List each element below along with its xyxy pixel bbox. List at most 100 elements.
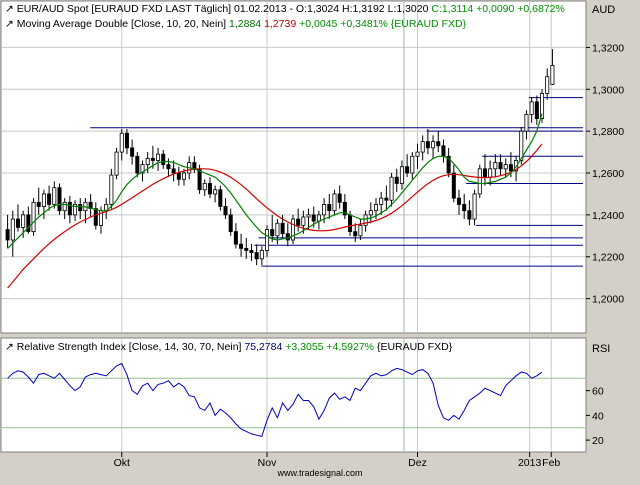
- candle-body: [462, 204, 467, 212]
- time-tick-label: 2013: [518, 457, 542, 469]
- rsi-tick-label: 40: [592, 410, 604, 422]
- candle-body: [223, 206, 228, 216]
- candle-body: [15, 218, 20, 228]
- candle-body: [389, 176, 394, 201]
- candle-body: [550, 65, 555, 85]
- candle-body: [119, 132, 124, 153]
- candle-body: [67, 201, 72, 216]
- svg-text:↗ Relative Strength In: ↗ Relative Strength Index [Close, 14, 30…: [5, 341, 453, 353]
- candle-body: [457, 197, 462, 205]
- candle-body: [363, 214, 368, 226]
- candle-body: [171, 168, 176, 174]
- candle-body: [415, 151, 420, 157]
- price-tick-label: 1,2800: [592, 126, 624, 138]
- candle-body: [399, 166, 404, 184]
- rsi-layer: [2, 362, 585, 437]
- candle-body: [327, 204, 332, 212]
- candle-body: [280, 222, 285, 235]
- time-tick-label: Nov: [258, 457, 277, 469]
- candle-body: [420, 141, 425, 153]
- price-tick-label: 1,3000: [592, 84, 624, 96]
- candle-body: [182, 172, 187, 180]
- candle-body: [259, 250, 264, 260]
- time-tick-label: Dez: [408, 457, 427, 469]
- ma10-line: [7, 113, 543, 249]
- candle-body: [306, 214, 311, 218]
- price-header-line1: ↗ EUR/AUD Spot [EURAUD FXD LAST Täglich]…: [5, 3, 565, 15]
- time-tick-label: Okt: [114, 457, 130, 469]
- rsi-tick-label: 20: [592, 435, 604, 447]
- svg-text:↗ EUR/AUD Spot [EURAUD: ↗ EUR/AUD Spot [EURAUD FXD LAST Täglich]…: [5, 3, 565, 15]
- candle-body: [93, 208, 98, 226]
- candle-body: [332, 193, 337, 212]
- price-tick-label: 1,2600: [592, 168, 624, 180]
- candle-body: [337, 193, 342, 203]
- tick-layer: 1,3200 1,3000 1,2800 1,2600 1,2400 1,2200 1,20…: [114, 42, 625, 469]
- candle-body: [498, 162, 503, 170]
- candle-body: [62, 201, 67, 212]
- candle-body: [166, 164, 171, 170]
- candle-body: [41, 193, 46, 207]
- candle-body: [441, 145, 446, 157]
- footer-credit: www.tradesignal.com: [276, 468, 362, 478]
- candle-body: [275, 222, 280, 237]
- candle-body: [410, 155, 415, 174]
- candle-body: [57, 187, 62, 212]
- price-header-line2: ↗ Moving Average Double [Close, 10, 20, …: [5, 18, 467, 30]
- rsi-tick-label: 60: [592, 386, 604, 398]
- candle-body: [477, 168, 482, 195]
- candle-body: [451, 172, 456, 199]
- candle-body: [228, 214, 233, 233]
- candle-body: [145, 157, 150, 166]
- moving-average-layer: [7, 113, 543, 289]
- candle-body: [488, 168, 493, 178]
- candle-body: [254, 252, 259, 260]
- candle-body: [130, 147, 135, 157]
- candle-body: [290, 218, 295, 241]
- candle-body: [534, 101, 539, 119]
- candle-body: [301, 216, 306, 226]
- candle-body: [36, 201, 41, 207]
- candle-body: [207, 183, 212, 195]
- candle-body: [150, 157, 155, 161]
- candle-body: [233, 231, 238, 245]
- currency-label: AUD: [592, 4, 615, 16]
- candle-body: [26, 214, 31, 233]
- header-arrow-icon: ↗: [5, 3, 14, 15]
- candle-body: [249, 250, 254, 253]
- candle-body: [348, 214, 353, 233]
- candle-body: [342, 201, 347, 216]
- candle-body: [524, 114, 529, 132]
- candle-body: [109, 174, 114, 205]
- candle-body: [140, 164, 145, 174]
- candle-body: [373, 204, 378, 212]
- candle-body: [218, 189, 223, 207]
- candle-layer: [5, 49, 555, 266]
- price-tick-label: 1,2000: [592, 294, 624, 306]
- rsi-panel: [0, 337, 587, 453]
- candle-body: [353, 231, 358, 237]
- candle-body: [5, 229, 10, 241]
- candle-body: [467, 210, 472, 220]
- candle-body: [21, 214, 26, 228]
- candle-body: [503, 164, 508, 170]
- candle-body: [239, 243, 244, 249]
- candle-body: [431, 141, 436, 149]
- candle-body: [529, 101, 534, 115]
- candle-body: [368, 210, 373, 216]
- candle-body: [322, 204, 327, 216]
- candle-body: [436, 141, 441, 147]
- candle-body: [78, 204, 83, 212]
- rsi-header: ↗ Relative Strength Index [Close, 14, 30…: [5, 341, 453, 353]
- candle-body: [545, 76, 550, 94]
- candle-body: [472, 193, 477, 220]
- candle-body: [47, 193, 52, 205]
- candle-body: [311, 214, 316, 222]
- candle-body: [425, 141, 430, 149]
- price-tick-label: 1,2200: [592, 252, 624, 264]
- candle-body: [31, 201, 36, 233]
- ma20-line: [7, 143, 543, 289]
- price-tick-label: 1,3200: [592, 42, 624, 54]
